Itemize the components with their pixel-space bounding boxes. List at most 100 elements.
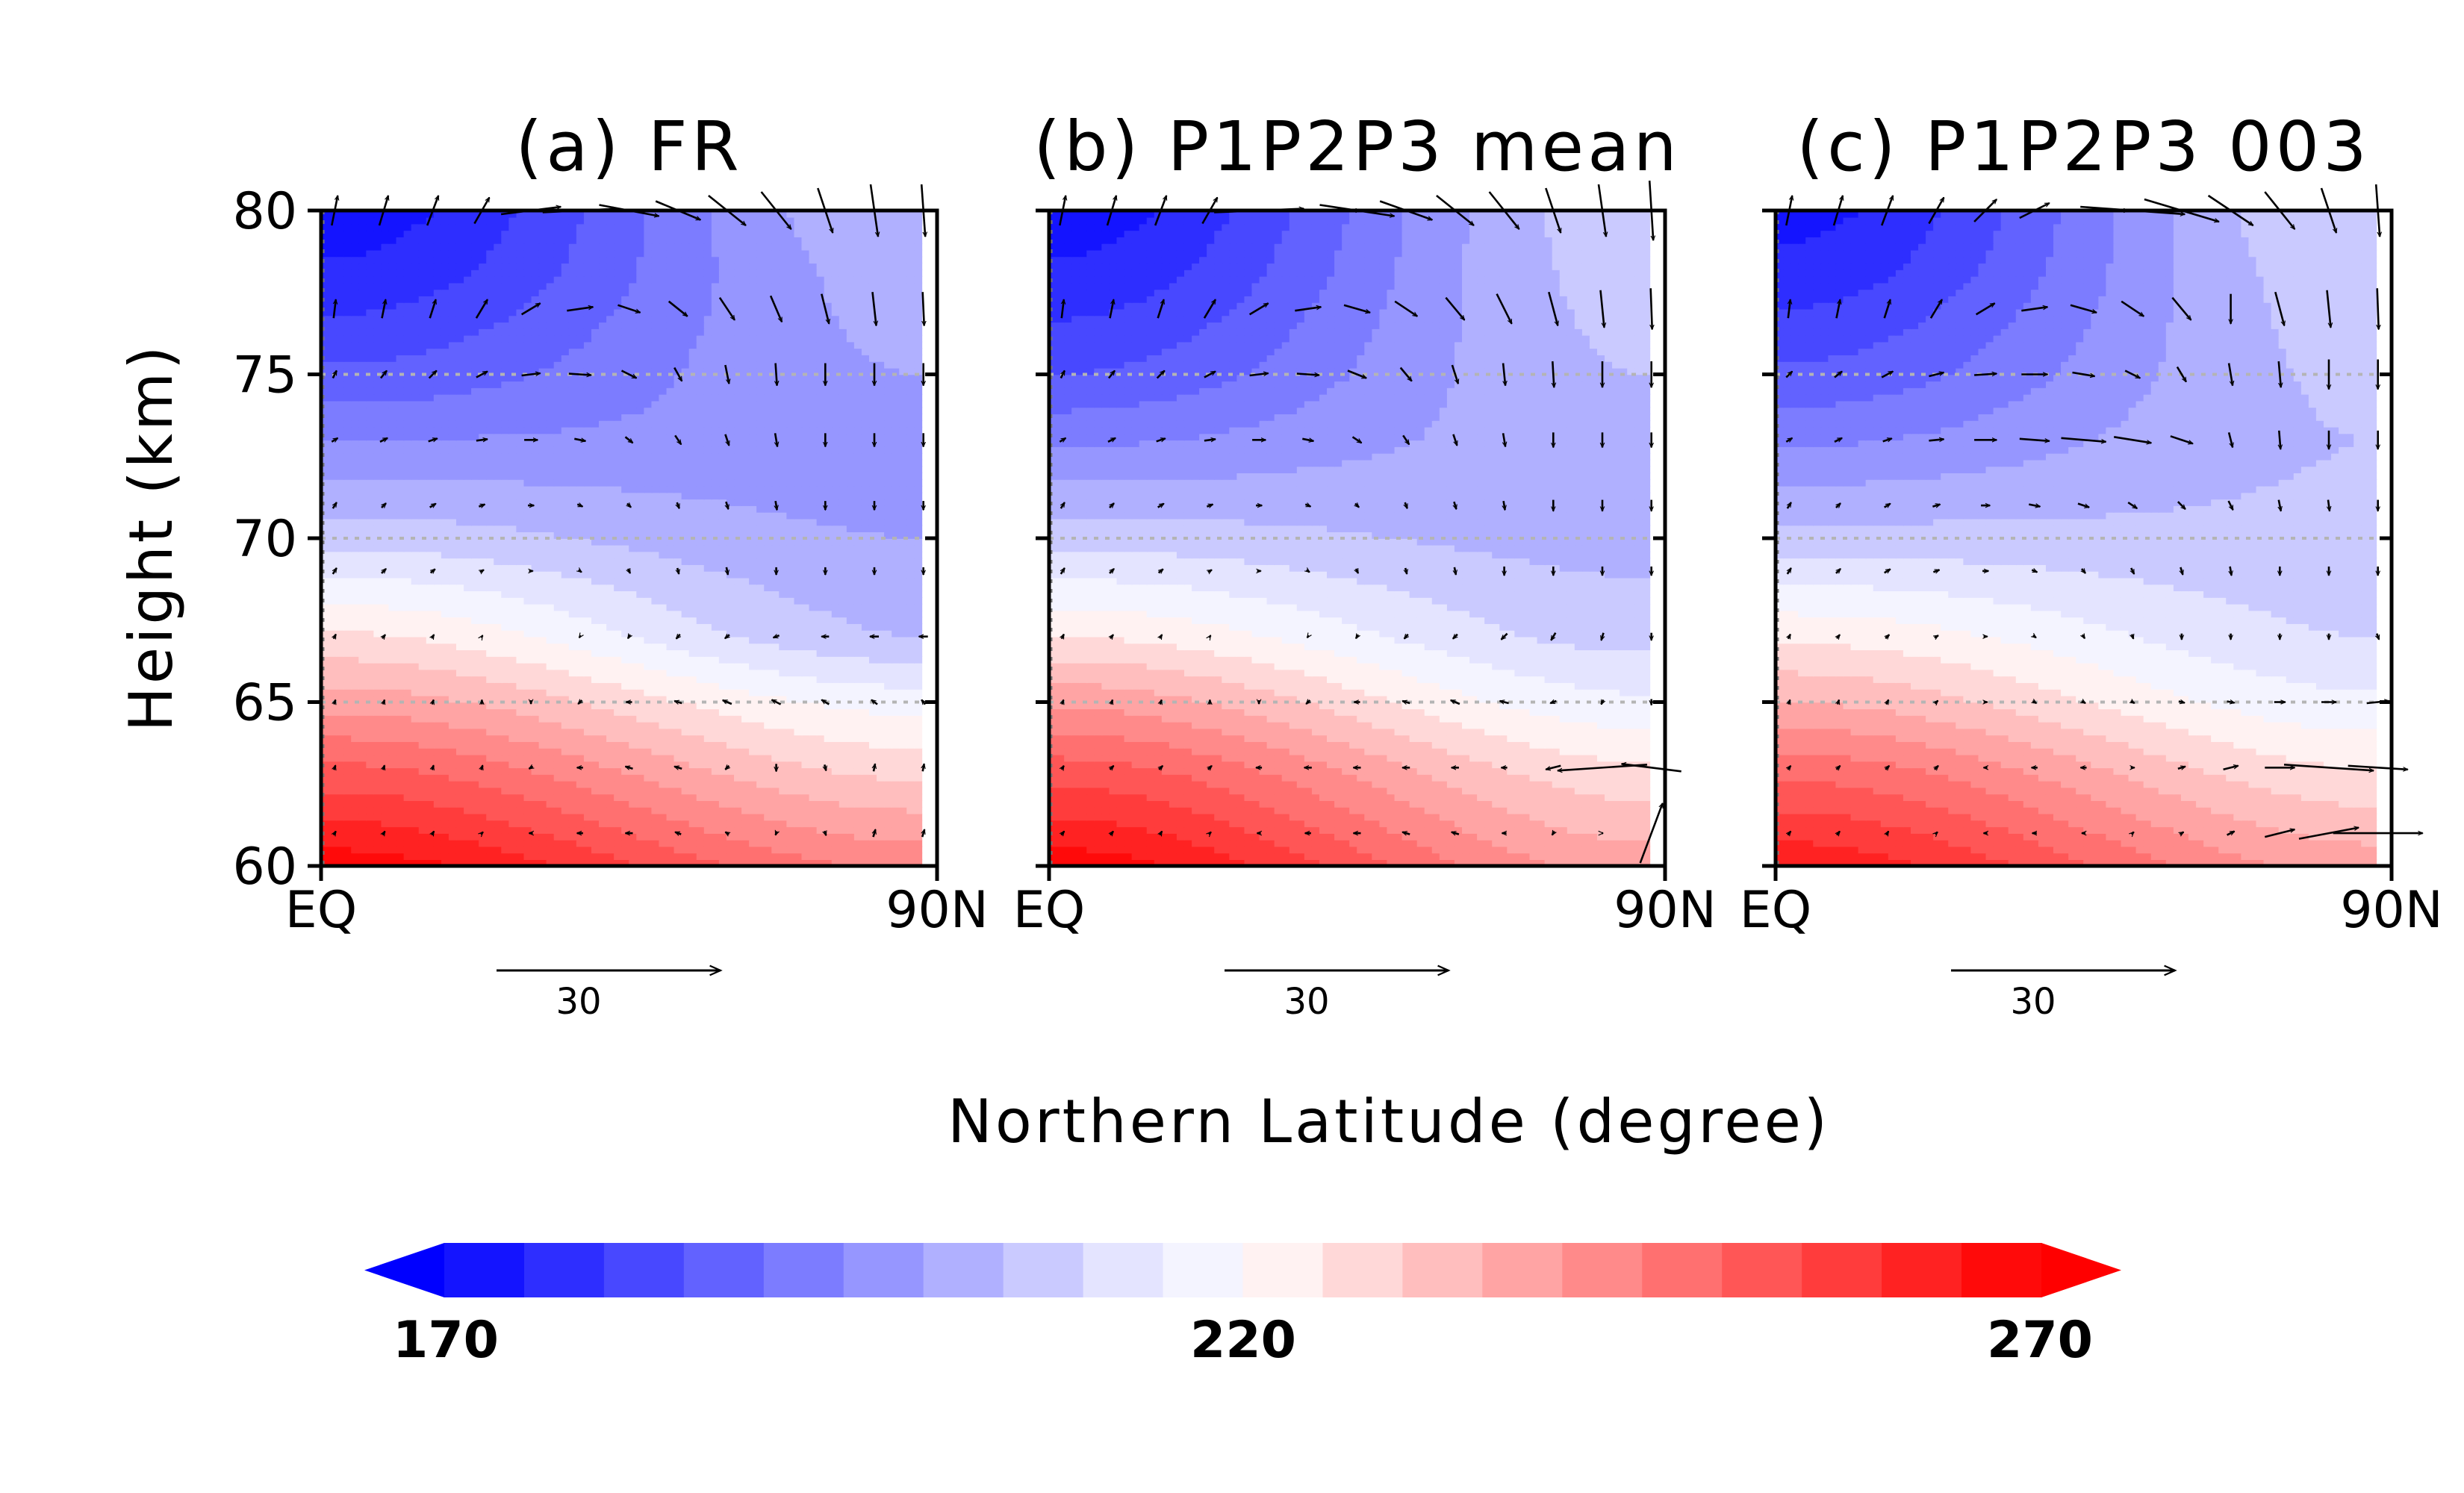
temperature-cell: [591, 623, 600, 631]
temperature-cell: [343, 519, 352, 526]
temperature-cell: [464, 814, 472, 821]
temperature-cell: [373, 807, 382, 814]
temperature-cell: [869, 788, 877, 795]
temperature-cell: [456, 670, 464, 677]
temperature-cell: [832, 755, 840, 762]
temperature-cell: [501, 630, 509, 638]
temperature-cell: [892, 590, 900, 598]
temperature-cell: [786, 584, 794, 591]
temperature-cell: [569, 807, 577, 814]
temperature-cell: [854, 617, 862, 624]
temperature-cell: [358, 781, 367, 788]
temperature-cell: [786, 814, 794, 821]
temperature-cell: [456, 800, 464, 808]
temperature-cell: [667, 479, 675, 487]
temperature-cell: [727, 774, 735, 782]
temperature-cell: [494, 611, 502, 618]
temperature-cell: [644, 611, 652, 618]
temperature-cell: [644, 767, 652, 775]
temperature-cell: [366, 512, 374, 520]
temperature-cell: [426, 623, 435, 631]
temperature-cell: [892, 460, 900, 467]
temperature-cell: [756, 493, 765, 500]
temperature-cell: [847, 761, 855, 769]
temperature-cell: [366, 708, 374, 716]
temperature-cell: [358, 597, 367, 605]
temperature-cell: [847, 853, 855, 860]
temperature-cell: [802, 755, 810, 762]
temperature-cell: [456, 708, 464, 716]
temperature-cell: [636, 564, 644, 572]
temperature-cell: [697, 715, 705, 723]
temperature-cell: [569, 564, 577, 572]
temperature-cell: [456, 722, 464, 729]
temperature-cell: [396, 781, 405, 788]
temperature-cell: [358, 735, 367, 742]
temperature-cell: [539, 552, 547, 559]
temperature-cell: [712, 847, 720, 854]
temperature-cell: [532, 748, 540, 755]
temperature-cell: [802, 729, 810, 736]
temperature-cell: [689, 505, 697, 513]
temperature-cell: [532, 840, 540, 847]
temperature-cell: [854, 781, 862, 788]
temperature-cell: [906, 525, 915, 532]
temperature-cell: [682, 623, 690, 631]
temperature-cell: [719, 781, 727, 788]
temperature-cell: [547, 715, 555, 723]
temperature-cell: [486, 755, 494, 762]
temperature-cell: [712, 505, 720, 513]
temperature-cell: [802, 564, 810, 572]
temperature-cell: [914, 460, 922, 467]
temperature-cell: [899, 564, 907, 572]
temperature-cell: [501, 748, 509, 755]
temperature-cell: [741, 715, 750, 723]
temperature-cell: [471, 617, 479, 624]
temperature-cell: [869, 578, 877, 585]
temperature-cell: [892, 826, 900, 834]
temperature-cell: [682, 617, 690, 624]
temperature-cell: [539, 755, 547, 762]
temperature-cell: [674, 623, 682, 631]
temperature-cell: [764, 604, 772, 611]
temperature-cell: [756, 578, 765, 585]
temperature-cell: [547, 558, 555, 565]
temperature-cell: [569, 722, 577, 729]
temperature-cell: [832, 466, 840, 473]
temperature-cell: [464, 460, 472, 467]
temperature-cell: [486, 637, 494, 644]
temperature-cell: [381, 702, 389, 710]
temperature-cell: [899, 814, 907, 821]
temperature-cell: [396, 473, 405, 480]
temperature-cell: [523, 748, 532, 755]
temperature-cell: [779, 729, 787, 736]
temperature-cell: [396, 722, 405, 729]
temperature-cell: [651, 781, 659, 788]
temperature-cell: [614, 460, 622, 467]
temperature-cell: [456, 682, 464, 690]
temperature-cell: [479, 807, 487, 814]
temperature-cell: [569, 499, 577, 506]
temperature-cell: [471, 735, 479, 742]
temperature-cell: [479, 748, 487, 755]
temperature-cell: [659, 558, 667, 565]
temperature-cell: [366, 584, 374, 591]
temperature-cell: [366, 807, 374, 814]
temperature-cell: [712, 493, 720, 500]
temperature-cell: [479, 649, 487, 657]
temperature-cell: [877, 820, 885, 828]
temperature-cell: [651, 814, 659, 821]
temperature-cell: [689, 460, 697, 467]
temperature-cell: [411, 781, 420, 788]
temperature-cell: [614, 847, 622, 854]
temperature-cell: [862, 643, 870, 650]
temperature-cell: [824, 597, 833, 605]
temperature-cell: [689, 499, 697, 506]
temperature-cell: [741, 590, 750, 598]
temperature-cell: [358, 466, 367, 473]
temperature-cell: [584, 578, 592, 585]
temperature-cell: [486, 564, 494, 572]
temperature-cell: [727, 649, 735, 657]
temperature-cell: [862, 820, 870, 828]
temperature-cell: [712, 800, 720, 808]
